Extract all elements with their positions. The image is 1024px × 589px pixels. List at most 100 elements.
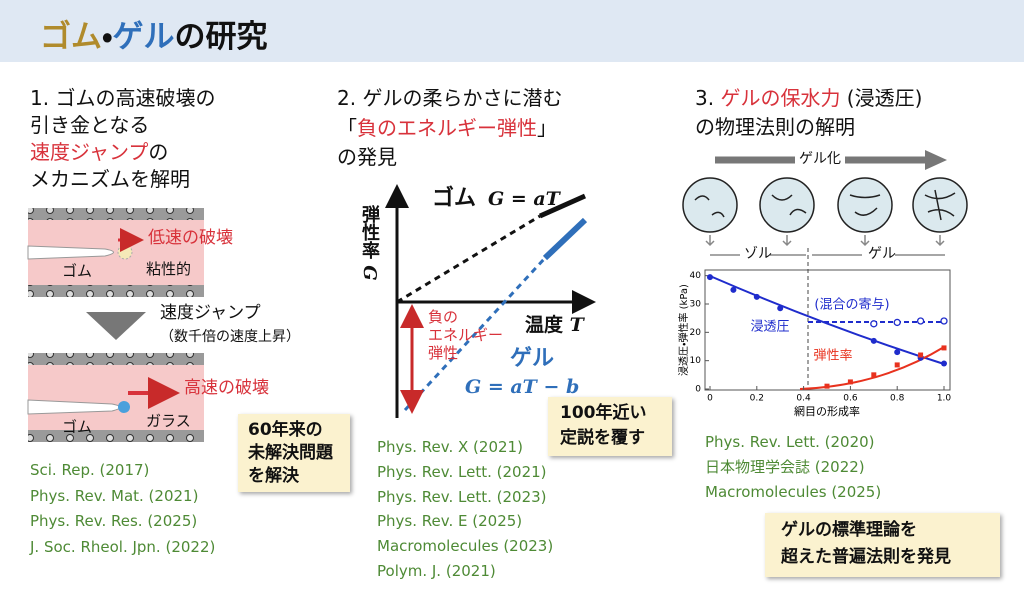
label: （数千倍の速度上昇） [160,329,300,345]
network-circles [682,177,968,233]
data-point [916,317,925,325]
note: 100年近い 定説を覆す [548,397,672,456]
title-part: の研究 [174,19,268,55]
strip-slow [27,208,204,297]
heading: の [148,140,169,164]
label: ゾル [744,246,772,262]
heading: 」 [537,116,557,140]
reference: Phys. Rev. X (2021) [377,438,523,456]
axis-symbol: G [359,265,380,281]
heading: (浸透圧) [840,86,923,110]
reference: Phys. Rev. Res. (2025) [30,512,198,530]
reference: Macromolecules (2025) [705,483,882,501]
data-point [941,345,947,351]
heading: 2. ゲルの柔らかさに潜む [337,86,563,110]
reference: Phys. Rev. Lett. (2020) [705,433,875,451]
heading: 速度ジャンプの [30,142,168,162]
reference: Phys. Rev. Lett. (2023) [377,487,547,506]
label: エネルギー [428,326,504,344]
heading: の発見 [337,145,397,169]
y-tick-label: 0 [695,385,701,395]
note-line: を解決 [248,466,299,486]
note: 60年来の 未解決問題 を解決 [238,414,350,492]
reference: 日本物理学会誌 (2022) [705,458,865,476]
fit-curve [709,275,945,365]
x-tick-label: 0.6 [843,394,858,404]
data-point [941,360,947,367]
label: 低速の破壊 [148,228,233,248]
reference: Polym. J. (2021) [377,562,496,580]
note-line: 未解決問題 [248,443,333,463]
label: 弾性 [428,344,459,362]
reference: Phys. Rev. Lett. (2021) [377,462,547,481]
label: ゲル [868,246,896,262]
data-point [893,318,901,327]
heading-highlight: ゲルの保水力 [720,86,841,110]
x-tick-label: 0.4 [796,394,811,404]
note-line: ゲルの標準理論を [781,520,917,540]
reference: Sci. Rep. (2017) [30,461,150,479]
axis-label: 浸透圧・弾性率 (kPa) [677,284,690,376]
title-part: ゴム [40,19,102,55]
reference: Phys. Rev. Mat. (2021) [30,486,199,505]
reference: Macromolecules (2023) [377,537,554,556]
x-tick-label: 0 [707,394,713,404]
data-point [824,383,830,389]
title: ゴム・ゲルの研究 [40,22,268,53]
reference: Phys. Rev. E (2025) [377,512,523,531]
series-label: (混合の寄与) [814,298,889,313]
heading: 引き金となる [30,113,150,137]
down-arrow [86,312,146,340]
note-line: 超えた普遍法則を発見 [781,547,951,567]
data-point [870,320,878,328]
data-point [871,372,877,378]
label: 高速の破壊 [184,378,269,398]
label: ゴム [62,262,93,280]
y-tick-label: 20 [690,328,702,338]
data-point [918,352,924,358]
heading: 「 [337,116,357,140]
title-part: ・ [102,19,113,55]
small-arrows [705,235,945,256]
y-tick-label: 30 [690,300,702,310]
data-point [940,317,948,325]
data-point [707,274,713,281]
axis-label: 弾性率 [359,205,380,259]
series-label: 浸透圧 [750,320,789,335]
axis-symbol: T [569,314,584,336]
label: ゴム [62,418,93,436]
title-part: ゲル [112,19,175,55]
label: ゴム [432,186,477,211]
axis-label: 網目の形成率 [794,404,860,418]
label: ゲル [510,346,555,371]
heading-highlight: 速度ジャンプ [30,140,149,164]
label: ゲル化 [795,152,845,166]
y-tick-label: 10 [690,356,702,366]
data-point [894,349,901,356]
data-point [777,305,784,312]
label: 速度ジャンプ [160,303,261,323]
heading: 「負のエネルギー弾性」 [337,118,557,138]
x-tick-label: 0.2 [750,394,764,404]
heading: 3. [695,86,721,110]
note-line: 60年来の [248,420,323,440]
axis-label: 温度 T [525,316,584,335]
equation: G = aT [488,188,560,210]
x-tick-label: 1.0 [937,394,952,404]
heading: メカニズムを解明 [30,167,190,191]
series-label: 弾性率 [813,349,852,364]
note-line: 定説を覆す [560,428,645,448]
gelation-arrow-head [925,150,947,170]
plot-frame [704,269,951,391]
label: 粘性的 [146,260,192,278]
heading: 3. ゲルの保水力 (浸透圧) [695,88,922,108]
note: ゲルの標準理論を 超えた普遍法則を発見 [765,513,1000,577]
data-point [894,362,900,368]
gt-plot [385,184,596,418]
data-point [753,293,760,300]
label: 負の [428,308,459,326]
label: ガラス [146,412,191,430]
x-tick-label: 0.8 [890,394,905,404]
heading: の物理法則の解明 [695,115,855,139]
